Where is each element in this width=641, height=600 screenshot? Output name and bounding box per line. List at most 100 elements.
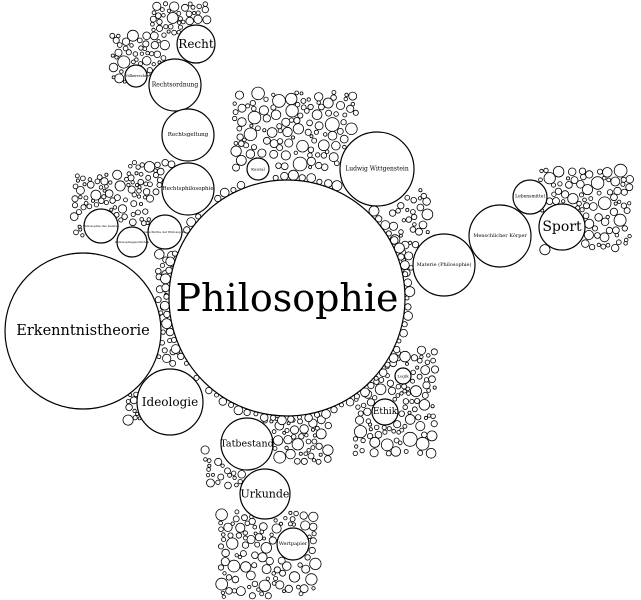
filler-bubble [625,183,634,192]
filler-bubble [237,117,247,127]
filler-bubble [401,383,408,390]
filler-bubble [399,350,411,363]
filler-bubble [308,546,316,555]
filler-bubble [218,526,224,532]
filler-bubble [293,150,298,155]
filler-bubble [425,447,437,459]
filler-bubble [298,451,303,456]
filler-bubble [287,415,295,423]
filler-bubble [315,152,321,158]
filler-bubble [381,425,387,431]
filler-bubble [135,164,141,170]
filler-bubble [161,158,169,167]
filler-bubble [566,176,571,181]
filler-bubble [221,532,226,537]
filler-bubble [318,103,325,111]
filler-bubble [419,354,424,359]
filler-bubble [125,49,132,56]
filler-bubble [288,571,301,583]
filler-bubble [360,387,370,398]
filler-bubble [387,386,397,395]
node-circle [512,179,548,215]
filler-bubble [297,112,304,119]
filler-bubble [400,260,410,270]
filler-bubble [235,154,247,166]
filler-bubble [617,199,622,204]
filler-bubble [155,12,162,19]
filler-bubble [246,535,256,545]
filler-bubble [160,273,171,285]
filler-bubble [279,569,287,577]
filler-bubble [420,365,431,376]
node-circle [83,208,119,244]
filler-bubble [599,232,610,243]
filler-bubble [299,584,309,594]
filler-bubble [147,181,153,188]
filler-bubble [145,194,154,203]
node-kausal: Kausal [246,157,270,181]
filler-bubble [90,189,102,201]
filler-bubble [305,573,318,586]
node-menschlicher-koerper: Menschlicher Körper [468,204,532,268]
node-voelkerrecht: Völkerrecht [124,64,148,88]
filler-bubble [579,207,585,213]
node-label: Wertpapier [279,541,308,547]
filler-bubble [289,425,299,435]
node-circle [161,108,215,162]
filler-bubble [138,201,143,206]
filler-bubble [149,51,155,57]
filler-bubble [222,571,227,576]
filler-bubble [307,103,314,111]
filler-bubble [206,478,215,488]
filler-bubble [402,404,408,410]
node-circle [220,417,274,471]
filler-bubble [195,213,202,220]
filler-bubble [73,229,79,236]
filler-bubble [122,45,129,52]
filler-bubble [271,429,277,434]
filler-bubble [582,212,590,220]
filler-bubble [211,472,215,477]
filler-bubble [379,368,388,377]
filler-bubble [287,169,299,181]
filler-bubble [273,566,281,574]
filler-bubble [375,215,383,223]
filler-bubble [321,163,329,171]
filler-bubble [353,425,367,439]
filler-bubble [257,552,268,563]
filler-bubble [93,202,100,208]
filler-bubble [289,516,296,522]
filler-bubble [136,188,142,194]
node-geschichte-der-philosophie: Geschichte der Philosophie [144,214,186,250]
filler-bubble [551,182,557,188]
node-rechtsordnung: Rechtsordnung [148,58,202,112]
filler-bubble [247,584,252,590]
node-circle [239,468,291,520]
filler-bubble [403,449,409,454]
filler-bubble [297,562,303,568]
filler-bubble [237,103,247,113]
filler-bubble [224,467,231,475]
filler-bubble [299,91,304,96]
filler-bubble [342,144,347,150]
filler-bubble [309,522,318,532]
filler-bubble [311,531,317,537]
filler-bubble [215,508,228,521]
filler-bubble [86,203,93,210]
filler-bubble [282,589,286,594]
filler-bubble [98,185,104,190]
filler-bubble [605,226,614,235]
filler-bubble [131,59,136,65]
filler-bubble [372,395,378,401]
filler-bubble [368,422,373,427]
filler-bubble [568,167,577,176]
filler-bubble [410,385,422,398]
filler-bubble [588,196,594,202]
filler-bubble [261,564,272,574]
filler-bubble [234,482,239,488]
filler-bubble [292,156,308,172]
node-tatbestand: Tatbestand [220,417,274,471]
filler-bubble [581,239,590,248]
filler-bubble [538,177,543,183]
filler-bubble [130,211,136,217]
